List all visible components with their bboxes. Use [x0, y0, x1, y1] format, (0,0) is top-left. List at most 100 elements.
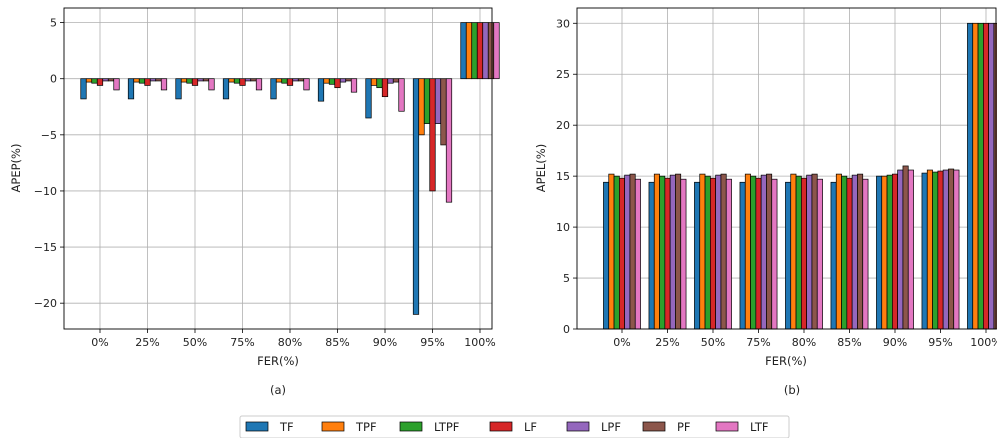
chart-b-ytick-label: 5: [563, 272, 570, 285]
chart-a-bar-lpf: [197, 78, 204, 82]
chart-a-xtick-label: 0%: [91, 336, 108, 349]
chart-a-bar-pf: [297, 78, 305, 82]
chart-b-bar-tf: [603, 181, 610, 330]
chart-b-bar-tf: [648, 181, 655, 330]
chart-b-bar-ltpf: [977, 22, 984, 330]
chart-b-bar-ltf: [862, 178, 869, 330]
chart-a-xtick-label: 75%: [230, 336, 254, 349]
chart-b-ticks: 0 5 10 15 20 25 30 0% 25% 50% 75% 80% 85% 90% 95% 100%: [556, 17, 997, 349]
chart-a-bar-ltf: [445, 78, 453, 203]
chart-a-bar-ltf: [113, 78, 120, 91]
chart-a-bar-ltf: [493, 22, 500, 80]
chart-b-ytick-label: 0: [563, 323, 570, 336]
chart-a-ytick-label: 5: [50, 17, 57, 30]
chart-b-bar-tpf: [790, 173, 797, 330]
chart-a-bar-pf: [155, 78, 162, 82]
chart-b-bar-pf: [766, 173, 773, 330]
chart-b-bar-tf: [967, 22, 974, 330]
chart-b-xtick-label: 100%: [970, 336, 997, 349]
chart-b-bar-lf: [937, 170, 944, 330]
chart-b-bar-ltpf: [795, 175, 802, 330]
legend-label-tpf: TPF: [355, 420, 377, 434]
legend-label-ltpf: LTPF: [434, 420, 459, 434]
chart-a-bar-tf: [460, 22, 467, 80]
chart-b-bar-tpf: [881, 175, 888, 330]
chart-b-xlabel: FER(%): [765, 354, 807, 368]
legend-swatch-ltf: [715, 421, 739, 432]
chart-a-bar-lpf: [102, 78, 109, 82]
chart-b-bar-ltf: [634, 178, 641, 330]
chart-b-bar-lf: [982, 22, 989, 330]
chart-a-xtick-label: 90%: [373, 336, 397, 349]
legend-swatch-pf: [642, 421, 666, 432]
chart-b-xtick-label: 90%: [883, 336, 907, 349]
chart-a-ylabel: APEP(%): [9, 144, 23, 193]
chart-a-bar-lf: [239, 78, 246, 86]
chart-a-xtick-label: 50%: [183, 336, 207, 349]
chart-a-bar-ltpf: [281, 78, 288, 84]
chart-a-caption: (a): [270, 383, 286, 397]
chart-b-bar-tpf: [744, 173, 751, 330]
chart-a-bar-ltf: [303, 78, 310, 91]
chart-a-bar-lf: [429, 78, 436, 192]
chart-b-bar-pf: [902, 165, 909, 330]
chart-b-bar-lf: [709, 177, 716, 330]
chart-b-bar-ltpf: [704, 175, 711, 330]
chart-a-bar-tf: [412, 78, 420, 315]
legend-swatch-tf: [245, 421, 269, 432]
chart-b-bar-tpf: [653, 173, 660, 330]
chart-b-bar-tf: [830, 181, 837, 330]
chart-a-bar-pf: [487, 22, 495, 80]
chart-b-frame: [576, 7, 997, 330]
chart-b-bar-tf: [785, 181, 792, 330]
chart-a-bar-tpf: [370, 78, 378, 86]
chart-a-bar-ltf: [160, 78, 168, 91]
chart-b-bar-tpf: [926, 169, 933, 330]
chart-b-ytick-label: 15: [556, 170, 570, 183]
chart-a-ytick-label: −10: [34, 185, 57, 198]
chart-b-bar-ltf: [816, 178, 823, 330]
chart-a-bar-ltf: [398, 78, 405, 112]
chart-a-bar-ltpf: [423, 78, 431, 124]
chart-a-bars: [80, 22, 500, 315]
chart-a-bar-tf: [365, 78, 372, 119]
chart-b-bar-ltf: [680, 178, 687, 330]
chart-b-ylabel: APEL(%): [534, 144, 548, 192]
legend-frame: [239, 415, 790, 438]
chart-a-bar-ltf: [208, 78, 215, 91]
chart-b-bar-lpf: [715, 174, 722, 330]
chart-b-bar-ltf: [771, 178, 778, 330]
legend-swatch-tpf: [321, 421, 345, 432]
chart-b-bar-tf: [739, 181, 746, 330]
chart-a-xlabel: FER(%): [257, 354, 299, 368]
chart-b-bar-tpf: [699, 173, 706, 330]
chart-a-ytick-label: −20: [34, 297, 57, 310]
chart-b-bar-lpf: [942, 169, 949, 330]
chart-b-apel: 0510152025300%25%50%75%80%85%90%95%100% …: [534, 7, 997, 397]
chart-a-bar-lpf: [244, 78, 252, 82]
chart-b-bar-pf: [857, 173, 864, 330]
chart-a-bar-pf: [250, 78, 257, 82]
chart-b-xtick-label: 0%: [613, 336, 630, 349]
chart-a-xtick-label: 100%: [464, 336, 495, 349]
chart-a-bar-tf: [222, 78, 230, 100]
chart-a-bar-tpf: [180, 78, 188, 83]
chart-b-bar-lf: [891, 173, 898, 330]
chart-b-bar-pf: [811, 173, 818, 330]
chart-a-bar-ltpf: [233, 78, 241, 84]
chart-b-bar-lf: [800, 177, 807, 330]
chart-a-bar-ltpf: [328, 78, 336, 85]
chart-a-bar-lpf: [482, 22, 489, 80]
chart-b-ytick-label: 20: [556, 119, 570, 132]
chart-a-bar-tpf: [228, 78, 235, 83]
chart-b-xtick-label: 80%: [792, 336, 816, 349]
chart-a-bar-lf: [144, 78, 151, 86]
chart-a-bar-lf: [286, 78, 294, 86]
chart-a-bar-tf: [175, 78, 182, 100]
chart-b-bar-ltf: [907, 169, 914, 330]
legend-label-ltf: LTF: [750, 420, 768, 434]
chart-a-frame: [63, 7, 493, 330]
chart-b-bar-tf: [876, 175, 883, 330]
chart-a-bar-lpf: [149, 78, 157, 82]
chart-a-bar-lf: [381, 78, 389, 98]
